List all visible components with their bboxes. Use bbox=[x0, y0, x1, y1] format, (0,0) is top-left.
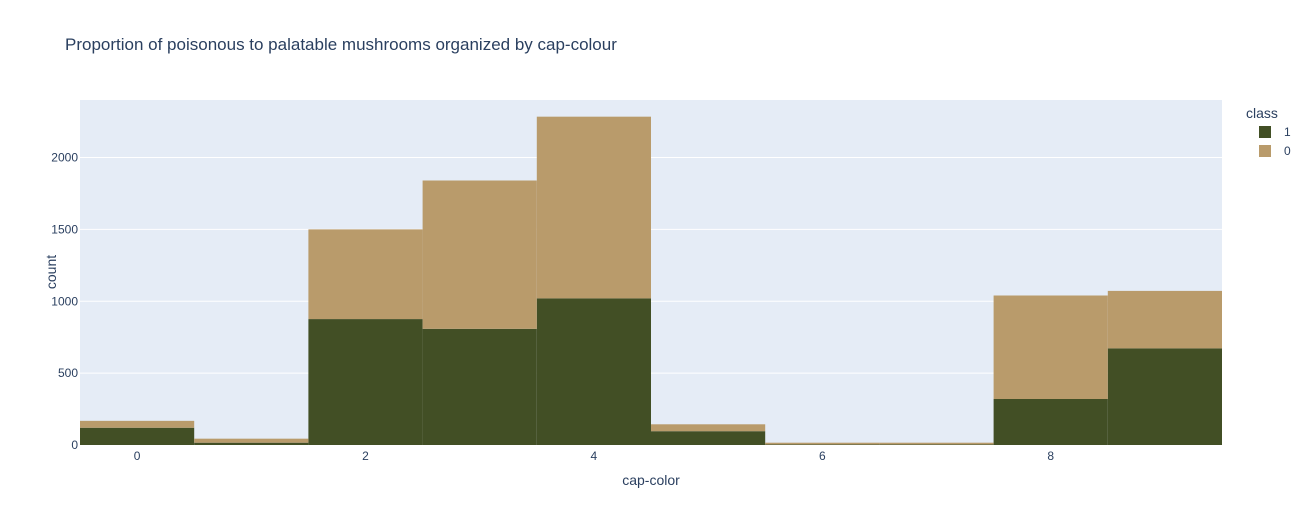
y-axis-title: count bbox=[43, 255, 59, 289]
bar-class-0-cat-2 bbox=[308, 229, 423, 320]
x-axis-title: cap-color bbox=[622, 472, 680, 488]
bar-class-1-cat-9 bbox=[1107, 348, 1222, 445]
bars bbox=[80, 116, 1222, 445]
bar-class-1-cat-0 bbox=[80, 427, 195, 445]
bar-class-0-cat-6 bbox=[765, 442, 880, 445]
x-tick-label: 2 bbox=[362, 449, 369, 463]
y-tick-label: 0 bbox=[71, 438, 78, 452]
x-tick-label: 0 bbox=[134, 449, 141, 463]
bar-class-1-cat-7 bbox=[879, 444, 994, 445]
x-tick-label: 4 bbox=[591, 449, 598, 463]
bar-class-0-cat-4 bbox=[536, 116, 651, 299]
legend-label-0[interactable]: 0 bbox=[1284, 144, 1291, 158]
bar-class-0-cat-3 bbox=[422, 180, 537, 329]
x-tick-label: 8 bbox=[1047, 449, 1054, 463]
y-tick-label: 2000 bbox=[51, 151, 78, 165]
bar-class-0-cat-8 bbox=[993, 295, 1108, 399]
legend: class 1 0 bbox=[1246, 105, 1291, 158]
chart-title: Proportion of poisonous to palatable mus… bbox=[65, 35, 617, 54]
y-tick-label: 1000 bbox=[51, 294, 78, 308]
x-tick-label: 6 bbox=[819, 449, 826, 463]
bar-class-1-cat-2 bbox=[308, 319, 423, 445]
bar-class-1-cat-1 bbox=[194, 442, 309, 445]
bar-class-1-cat-3 bbox=[422, 328, 537, 445]
legend-label-1[interactable]: 1 bbox=[1284, 125, 1291, 139]
y-tick-label: 1500 bbox=[51, 222, 78, 236]
bar-class-1-cat-4 bbox=[536, 298, 651, 445]
bar-class-0-cat-5 bbox=[651, 424, 766, 432]
bar-class-1-cat-5 bbox=[651, 431, 766, 445]
legend-title: class bbox=[1246, 105, 1278, 121]
y-axis-ticks: 0 500 1000 1500 2000 bbox=[51, 151, 78, 453]
bar-class-0-cat-9 bbox=[1107, 290, 1222, 349]
x-axis-ticks: 0 2 4 6 8 bbox=[134, 449, 1055, 463]
legend-swatch-0[interactable] bbox=[1259, 145, 1271, 157]
bar-class-0-cat-7 bbox=[879, 442, 994, 445]
bar-class-0-cat-0 bbox=[80, 420, 195, 428]
legend-swatch-1[interactable] bbox=[1259, 126, 1271, 138]
bar-class-1-cat-8 bbox=[993, 399, 1108, 445]
bar-class-0-cat-1 bbox=[194, 438, 309, 443]
y-tick-label: 500 bbox=[58, 366, 78, 380]
bar-class-1-cat-6 bbox=[765, 444, 880, 445]
